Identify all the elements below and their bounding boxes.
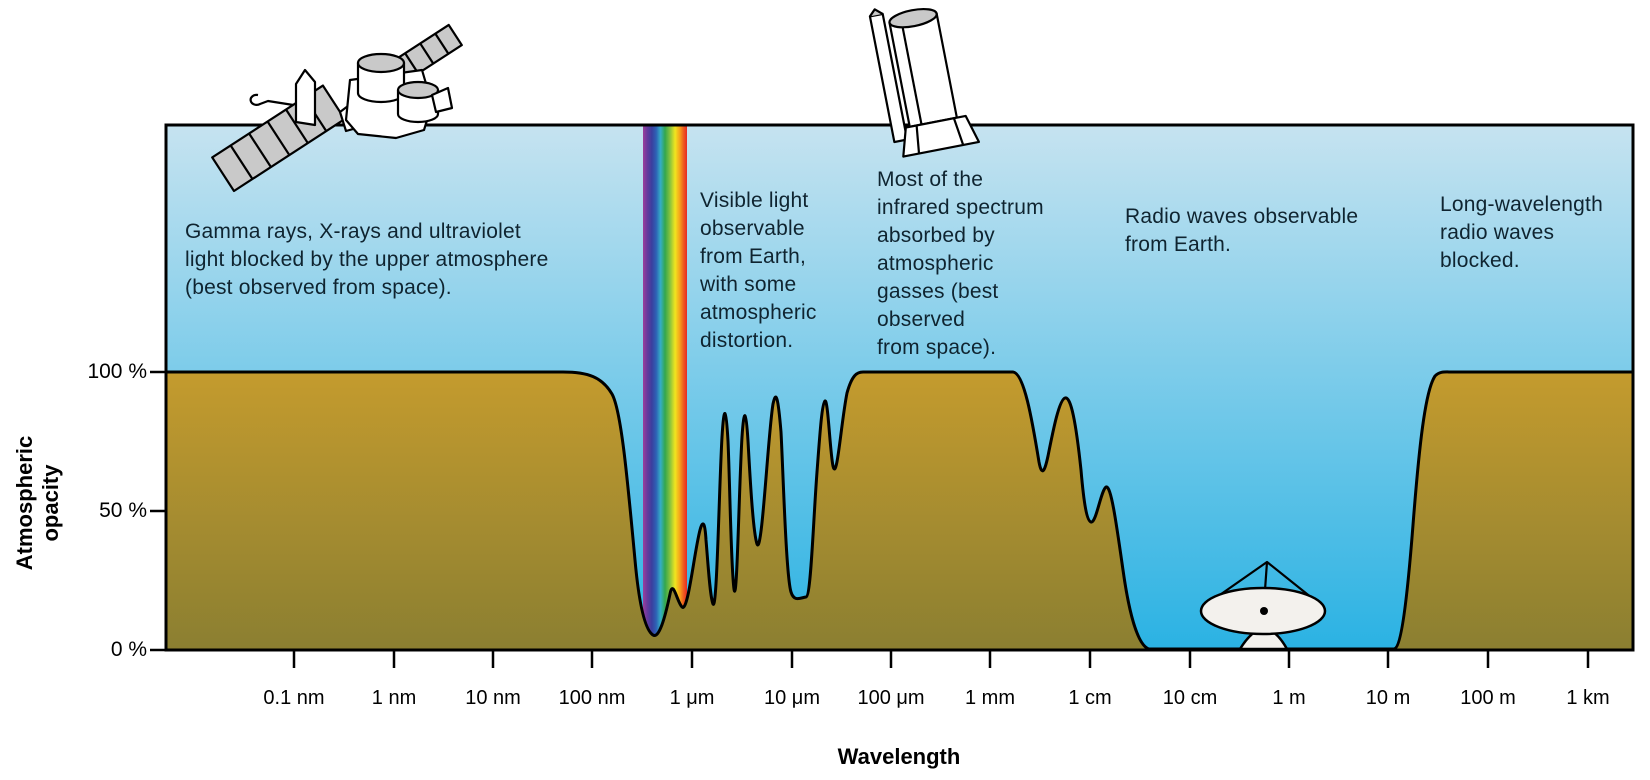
annotation-infrared: Most of the infrared spectrum absorbed b…	[877, 168, 1044, 359]
x-tick-label: 100 m	[1460, 687, 1516, 709]
opacity-curve	[164, 370, 1635, 651]
y-tick-label-50: 50 %	[99, 499, 147, 522]
space-telescope-icon	[868, 7, 980, 158]
y-axis-ticks	[150, 370, 166, 652]
annotation-radio-waves: Radio waves observable from Earth.	[1125, 205, 1359, 256]
x-tick-label: 10 m	[1365, 687, 1411, 709]
radio-dish-icon	[1199, 560, 1327, 651]
rainbow-visible-band	[643, 126, 687, 650]
x-tick-label: 10 nm	[465, 687, 521, 709]
annotation-gamma-xray-uv: Gamma rays, X-rays and ultraviolet light…	[185, 220, 549, 299]
x-tick-label: 0.1 nm	[263, 687, 325, 709]
y-tick-label-100: 100 %	[87, 360, 147, 383]
x-axis-title: Wavelength	[837, 744, 961, 769]
x-tick-label: 1 km	[1566, 687, 1610, 709]
satellite-icon	[211, 23, 463, 193]
x-tick-label: 1 μm	[669, 687, 715, 709]
x-axis-ticks	[292, 650, 1590, 668]
opacity-area-fill	[166, 371, 1633, 650]
annotation-visible-light: Visible light observable from Earth, wit…	[700, 189, 817, 352]
x-tick-label: 1 m	[1272, 687, 1306, 709]
x-tick-label: 10 cm	[1162, 687, 1218, 709]
annotation-longwave-blocked: Long-wavelength radio waves blocked.	[1440, 193, 1603, 272]
x-tick-label: 100 nm	[558, 687, 626, 709]
y-axis-title: Atmospheric opacity	[12, 435, 63, 571]
x-tick-label: 10 μm	[764, 687, 820, 709]
x-tick-label: 100 μm	[857, 687, 925, 709]
x-tick-label: 1 cm	[1068, 687, 1112, 709]
y-tick-label-0: 0 %	[110, 638, 147, 661]
x-tick-label: 1 mm	[965, 687, 1015, 709]
x-tick-label: 1 nm	[371, 687, 417, 709]
